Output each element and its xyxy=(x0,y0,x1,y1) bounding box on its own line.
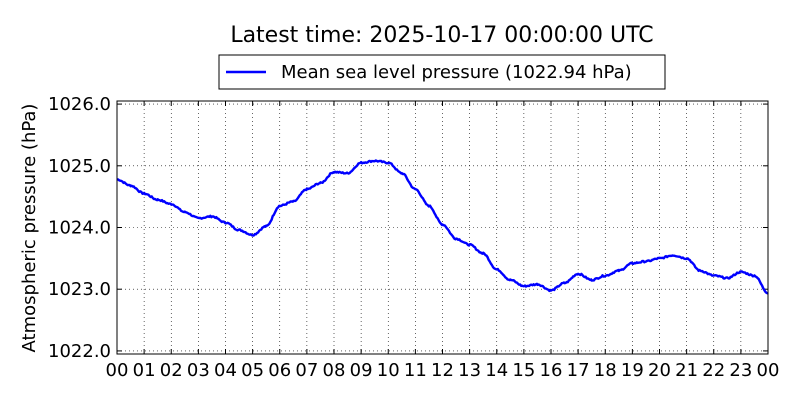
x-tick-label: 00 xyxy=(106,360,129,381)
y-tick-label: 1023.0 xyxy=(48,279,111,300)
x-tick-label: 14 xyxy=(485,360,508,381)
legend-label: Mean sea level pressure (1022.94 hPa) xyxy=(281,62,632,83)
y-tick-label: 1024.0 xyxy=(48,218,111,239)
y-axis-label: Atmospheric pressure (hPa) xyxy=(19,104,40,353)
x-tick-label: 01 xyxy=(133,360,156,381)
y-axis-ticks: 1022.0 1023.0 1024.0 1025.0 1026.0 xyxy=(48,94,768,362)
plot-frame xyxy=(116,100,769,355)
x-tick-label: 11 xyxy=(404,360,427,381)
x-axis-ticks: 00 01 02 03 04 05 06 07 08 09 10 11 12 13 14 15 16 17 18 19… xyxy=(106,101,780,381)
x-tick-label: 05 xyxy=(241,360,264,381)
x-tick-label: 07 xyxy=(295,360,318,381)
y-tick-label: 1026.0 xyxy=(48,94,111,115)
x-tick-label: 10 xyxy=(377,360,400,381)
x-tick-label: 16 xyxy=(540,360,563,381)
x-tick-label: 15 xyxy=(512,360,535,381)
x-tick-label: 00 xyxy=(757,360,780,381)
y-tick-label: 1022.0 xyxy=(48,341,111,362)
x-tick-label: 02 xyxy=(160,360,183,381)
series-line xyxy=(116,159,769,295)
legend-box xyxy=(218,54,666,90)
x-tick-label: 06 xyxy=(268,360,291,381)
legend: Mean sea level pressure (1022.94 hPa) xyxy=(218,54,666,90)
x-tick-label: 08 xyxy=(323,360,346,381)
y-tick-label: 1025.0 xyxy=(48,156,111,177)
x-tick-label: 18 xyxy=(594,360,617,381)
x-tick-label: 03 xyxy=(187,360,210,381)
x-tick-label: 21 xyxy=(675,360,698,381)
x-tick-label: 13 xyxy=(458,360,481,381)
chart-title: Latest time: 2025-10-17 00:00:00 UTC xyxy=(230,23,653,48)
x-tick-label: 04 xyxy=(214,360,237,381)
grid-lines xyxy=(117,101,768,354)
x-tick-label: 19 xyxy=(621,360,644,381)
x-tick-label: 17 xyxy=(567,360,590,381)
x-tick-label: 12 xyxy=(431,360,454,381)
x-tick-label: 23 xyxy=(729,360,752,381)
x-tick-label: 22 xyxy=(702,360,725,381)
x-tick-label: 09 xyxy=(350,360,373,381)
x-tick-label: 20 xyxy=(648,360,671,381)
